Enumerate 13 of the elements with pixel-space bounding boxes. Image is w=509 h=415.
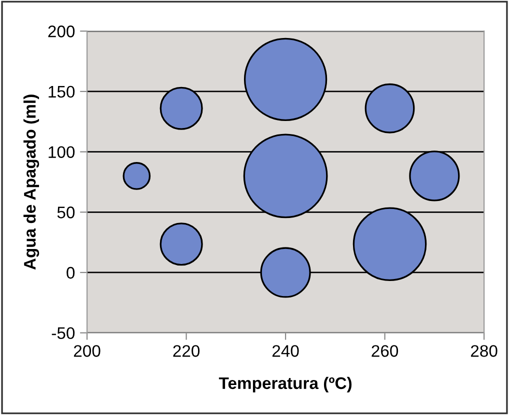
x-tick-label: 220	[173, 345, 200, 357]
y-tick-label: -50	[52, 327, 75, 340]
y-tick-label: 150	[48, 86, 75, 98]
x-tick-label: 260	[372, 345, 398, 357]
y-tick-label: 50	[57, 206, 75, 218]
y-tick-label: 100	[48, 146, 75, 158]
x-tick-label: 200	[74, 345, 100, 357]
x-tick-label: 240	[272, 345, 299, 357]
x-axis-title: Temperatura (ºC)	[218, 376, 352, 392]
y-tick-label: 0	[66, 266, 75, 279]
x-tick-label: 280	[470, 345, 498, 357]
y-axis-title: Agua de Apagado (ml)	[23, 94, 40, 270]
y-tick-label: 200	[48, 26, 75, 38]
